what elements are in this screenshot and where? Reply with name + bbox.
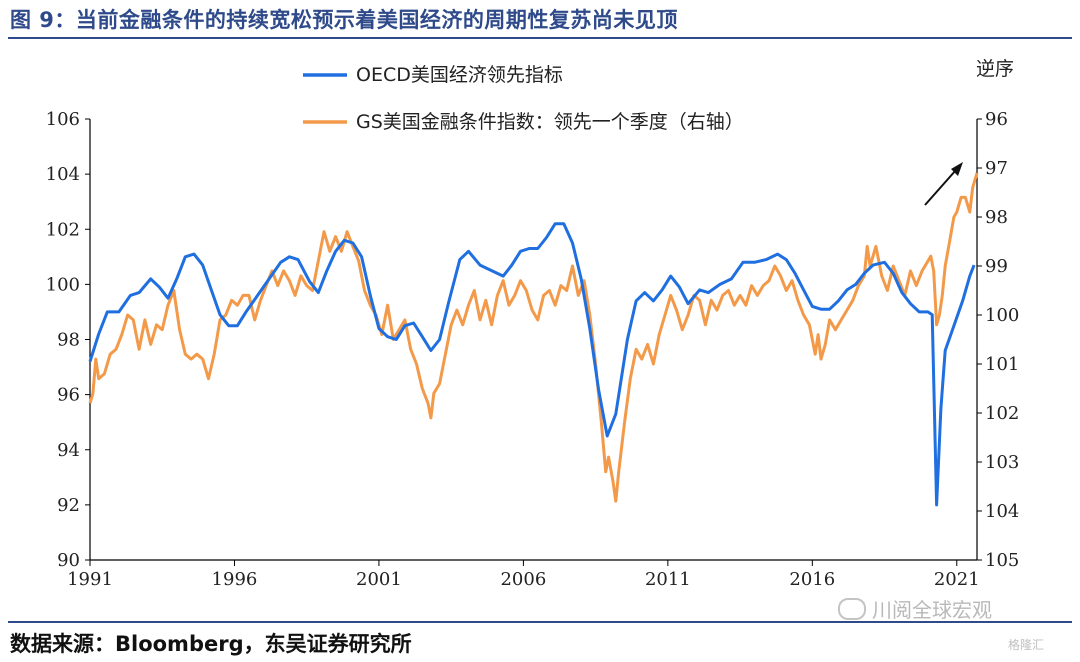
y2-tick-label: 98 bbox=[985, 207, 1008, 228]
watermark: 川阅全球宏观 bbox=[838, 594, 992, 623]
source-note: 数据来源：Bloomberg，东吴证券研究所 bbox=[10, 632, 412, 656]
title-rule bbox=[8, 37, 1072, 39]
y-tick-label: 104 bbox=[46, 164, 80, 185]
figure-title: 图 9：当前金融条件的持续宽松预示着美国经济的周期性复苏尚未见顶 bbox=[10, 8, 678, 32]
series-line-oecd bbox=[88, 222, 976, 507]
axes: 90 92 94 96 98 100 102 104 106 96 97 98 99 100 101 102 1… bbox=[46, 109, 1020, 590]
x-tick-label: 2016 bbox=[789, 569, 835, 590]
x-tick-label: 1996 bbox=[212, 569, 258, 590]
right-axis-note: 逆序 bbox=[976, 58, 1014, 80]
x-tick-label: 2006 bbox=[500, 569, 546, 590]
y2-label-group: 逆序 bbox=[976, 58, 1014, 80]
y-tick-label: 90 bbox=[57, 550, 80, 571]
y-tick-label: 92 bbox=[57, 495, 80, 516]
y2-tick-label: 105 bbox=[985, 550, 1019, 571]
y2-tick-label: 104 bbox=[985, 501, 1019, 522]
x-tick-label: 2001 bbox=[356, 569, 402, 590]
y2-tick-label: 97 bbox=[985, 158, 1008, 179]
legend-label-oecd: OECD美国经济领先指标 bbox=[356, 64, 563, 86]
y-tick-label: 94 bbox=[57, 440, 80, 461]
y2-tick-label: 101 bbox=[985, 354, 1019, 375]
y-tick-label: 98 bbox=[57, 330, 80, 351]
source-rule bbox=[8, 621, 1072, 623]
watermark-text: 川阅全球宏观 bbox=[872, 598, 992, 622]
y2-tick-label: 100 bbox=[985, 305, 1019, 326]
trend-arrow bbox=[924, 162, 963, 206]
y2-tick-label: 103 bbox=[985, 452, 1019, 473]
y-tick-label: 106 bbox=[46, 109, 80, 130]
y2-tick-label: 96 bbox=[985, 109, 1008, 130]
y-tick-label: 100 bbox=[46, 274, 80, 295]
x-tick-label: 1991 bbox=[67, 569, 113, 590]
y-tick-label: 102 bbox=[46, 219, 80, 240]
legend-label-gs: GS美国金融条件指数：领先一个季度（右轴） bbox=[356, 111, 744, 133]
y2-tick-label: 102 bbox=[985, 403, 1019, 424]
site-badge: 格隆汇 bbox=[1008, 638, 1045, 652]
wechat-icon bbox=[838, 597, 866, 620]
x-tick-label: 2021 bbox=[934, 569, 980, 590]
y2-tick-label: 99 bbox=[985, 256, 1008, 277]
legend: OECD美国经济领先指标 GS美国金融条件指数：领先一个季度（右轴） bbox=[303, 64, 744, 133]
y-tick-label: 96 bbox=[57, 385, 80, 406]
x-tick-label: 2011 bbox=[645, 569, 691, 590]
series-lines bbox=[88, 172, 979, 507]
series-line-gs bbox=[88, 172, 979, 503]
